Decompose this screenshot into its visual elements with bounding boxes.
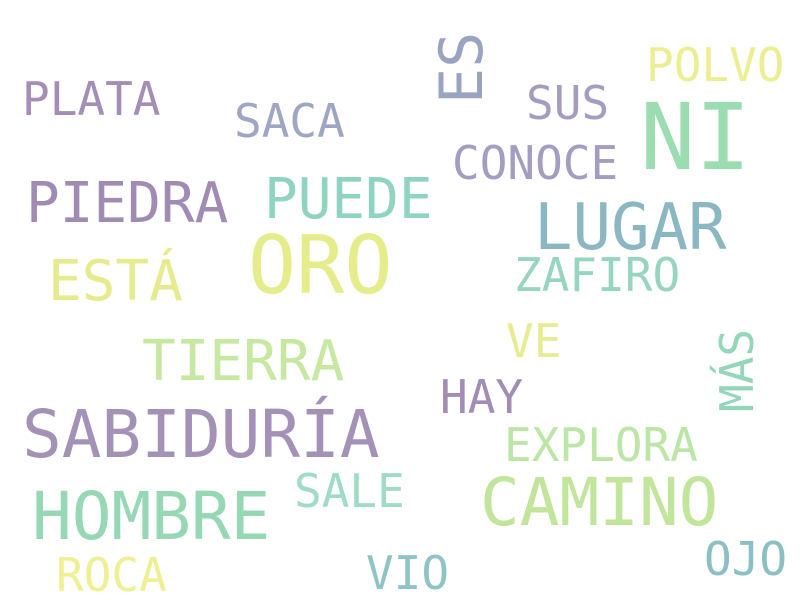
word-sus: SUS bbox=[526, 76, 610, 130]
word-puede: PUEDE bbox=[264, 167, 433, 232]
word-tierra: TIERRA bbox=[142, 329, 345, 394]
word-sabiduria: SABIDURÍA bbox=[22, 396, 380, 473]
word-sale: SALE bbox=[294, 464, 405, 518]
word-roca: ROCA bbox=[56, 548, 167, 600]
word-oro: ORO bbox=[248, 219, 393, 312]
word-ve: VE bbox=[506, 314, 562, 368]
word-plata: PLATA bbox=[22, 72, 161, 126]
word-es: ES bbox=[427, 31, 497, 104]
word-zafiro: ZAFIRO bbox=[514, 248, 681, 302]
word-conoce: CONOCE bbox=[452, 136, 619, 190]
word-polvo: POLVO bbox=[646, 38, 785, 92]
word-ojo: OJO bbox=[704, 532, 788, 586]
word-camino: CAMINO bbox=[480, 464, 719, 541]
word-piedra: PIEDRA bbox=[26, 171, 229, 236]
word-lugar: LUGAR bbox=[534, 191, 727, 265]
word-saca: SACA bbox=[234, 94, 345, 148]
word-esta: ESTÁ bbox=[48, 249, 183, 314]
word-explora: EXPLORA bbox=[504, 418, 698, 472]
word-hombre: HOMBRE bbox=[32, 478, 271, 555]
word-hay: HAY bbox=[440, 370, 524, 424]
word-ni: NI bbox=[640, 84, 751, 191]
word-mas: MÁS bbox=[710, 328, 764, 412]
word-vio: VIO bbox=[366, 546, 450, 600]
